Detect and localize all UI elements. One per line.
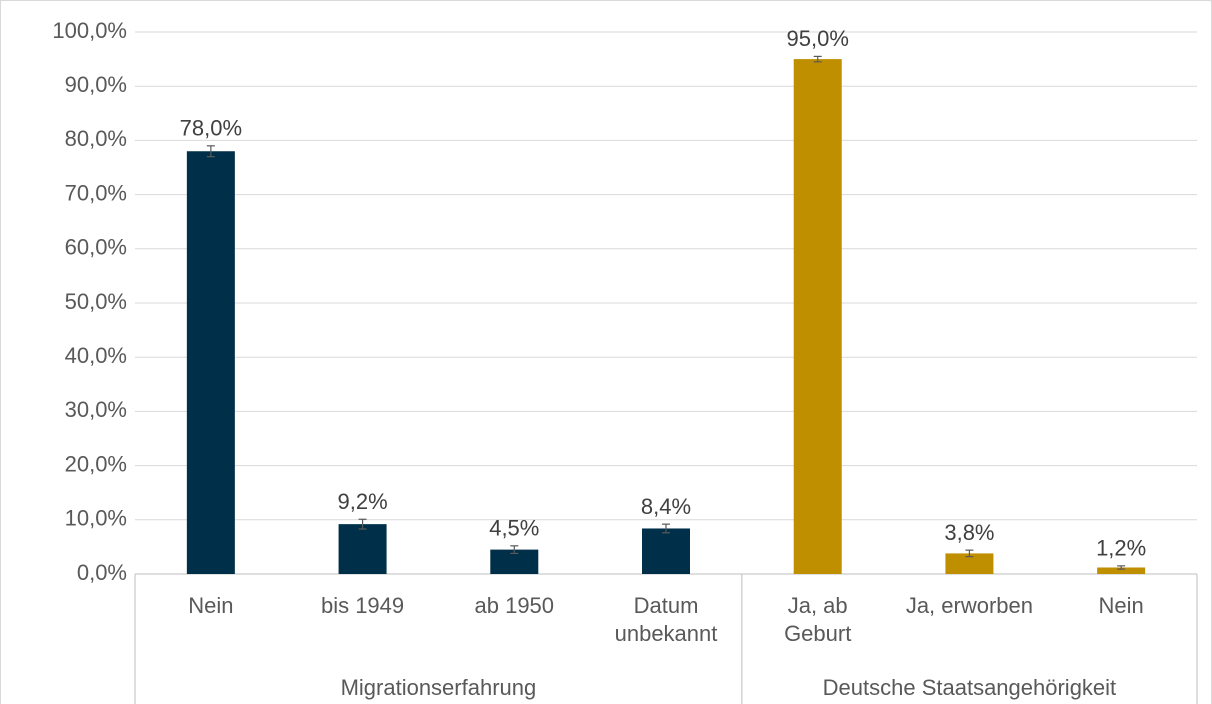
y-tick-label: 10,0% bbox=[65, 506, 127, 531]
value-label: 95,0% bbox=[787, 26, 849, 51]
x-tick-label: Datum unbekannt bbox=[614, 593, 718, 646]
y-tick-label: 20,0% bbox=[65, 451, 127, 476]
y-tick-label: 70,0% bbox=[65, 180, 127, 205]
value-label: 9,2% bbox=[337, 489, 387, 514]
bar bbox=[642, 528, 690, 574]
y-tick-label: 0,0% bbox=[77, 560, 127, 585]
bar bbox=[186, 151, 235, 575]
x-tick-label: bis 1949 bbox=[320, 593, 405, 618]
y-tick-label: 80,0% bbox=[65, 126, 127, 151]
y-tick-label: 50,0% bbox=[65, 289, 127, 314]
value-label: 8,4% bbox=[641, 494, 691, 519]
y-tick-label: 30,0% bbox=[65, 397, 127, 422]
x-tick-label: Ja, erworben bbox=[905, 593, 1033, 618]
y-tick-label: 100,0% bbox=[52, 18, 127, 43]
y-tick-label: 40,0% bbox=[65, 343, 127, 368]
y-tick-label: 60,0% bbox=[65, 235, 127, 260]
x-tick-label: Ja, ab Geburt bbox=[784, 593, 852, 646]
bar bbox=[793, 59, 842, 575]
x-tick-label: Nein bbox=[1098, 593, 1144, 618]
bar bbox=[1097, 567, 1146, 574]
group-label: Migrationserfahrung bbox=[340, 675, 537, 700]
group-label: Deutsche Staatsangehörigkeit bbox=[822, 675, 1117, 700]
y-tick-label: 90,0% bbox=[65, 72, 127, 97]
x-tick-label: Nein bbox=[188, 593, 234, 618]
value-label: 4,5% bbox=[489, 516, 539, 541]
value-label: 78,0% bbox=[180, 116, 242, 141]
bar bbox=[338, 524, 387, 574]
x-tick-label: ab 1950 bbox=[474, 593, 555, 618]
value-label: 3,8% bbox=[944, 520, 994, 545]
bar bbox=[945, 553, 994, 574]
value-label: 1,2% bbox=[1096, 536, 1146, 561]
